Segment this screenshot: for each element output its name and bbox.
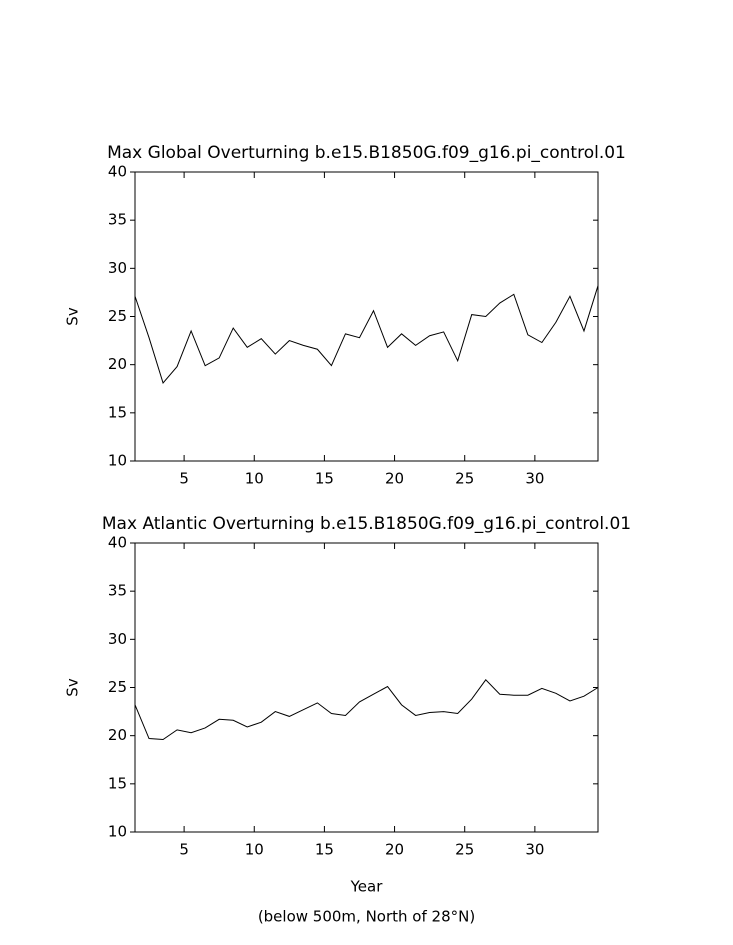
x-tick-label: 25: [455, 470, 474, 488]
chart-title: Max Atlantic Overturning b.e15.B1850G.f0…: [102, 514, 631, 534]
x-tick-label: 15: [315, 841, 334, 859]
y-tick-label: 15: [108, 774, 127, 792]
plot-frame: [134, 542, 599, 833]
data-line: [134, 679, 599, 741]
x-tick-label: 25: [455, 841, 474, 859]
x-tick-label: 30: [525, 841, 544, 859]
x-tick-label: 15: [315, 470, 334, 488]
x-tick-label: 10: [245, 470, 264, 488]
y-tick-label: 30: [108, 630, 127, 648]
y-tick-label: 20: [108, 726, 127, 744]
y-tick-label: 40: [108, 163, 127, 181]
annotation: (below 500m, North of 28°N): [258, 908, 475, 926]
x-tick-label: 20: [385, 470, 404, 488]
x-tick-label: 30: [525, 470, 544, 488]
y-tick-label: 35: [108, 582, 127, 600]
y-axis-label: Sv: [64, 678, 82, 697]
y-tick-label: 10: [108, 452, 127, 470]
x-tick-label: 5: [179, 470, 189, 488]
y-tick-label: 20: [108, 355, 127, 373]
x-tick-label: 10: [245, 841, 264, 859]
y-axis-label: Sv: [64, 307, 82, 326]
y-tick-label: 25: [108, 307, 127, 325]
y-tick-label: 15: [108, 403, 127, 421]
plot-frame: [134, 171, 599, 462]
y-tick-label: 30: [108, 259, 127, 277]
data-line: [134, 285, 599, 384]
x-axis-label: Year: [350, 878, 384, 896]
chart-title: Max Global Overturning b.e15.B1850G.f09_…: [107, 143, 626, 163]
y-tick-label: 10: [108, 823, 127, 841]
y-tick-label: 35: [108, 211, 127, 229]
y-tick-label: 40: [108, 534, 127, 552]
y-tick-label: 25: [108, 678, 127, 696]
x-tick-label: 20: [385, 841, 404, 859]
x-tick-label: 5: [179, 841, 189, 859]
